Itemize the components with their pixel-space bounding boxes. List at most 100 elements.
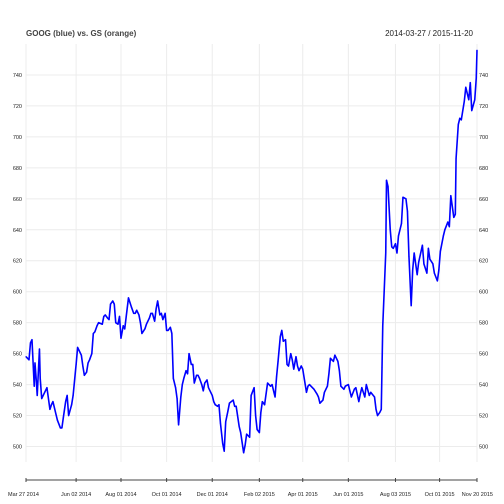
data-point [80, 354, 82, 356]
data-point [266, 382, 269, 384]
data-point [141, 332, 143, 335]
data-point [459, 117, 461, 119]
data-point [218, 404, 220, 406]
data-point [368, 394, 370, 397]
data-point [235, 405, 237, 407]
data-point [286, 363, 288, 366]
data-point [94, 331, 96, 333]
data-point [198, 377, 201, 379]
data-point [214, 404, 216, 406]
data-point [243, 452, 245, 454]
data-point [213, 401, 215, 403]
data-point [416, 274, 418, 276]
data-point [412, 269, 414, 271]
data-point [332, 360, 334, 362]
data-point [364, 396, 366, 398]
data-point [185, 370, 187, 372]
data-point [78, 349, 80, 352]
data-point [450, 195, 452, 197]
data-point [83, 374, 85, 376]
data-point [109, 303, 112, 305]
data-point [82, 365, 84, 367]
y-tick-label-right: 560 [479, 352, 488, 358]
data-point [193, 382, 195, 384]
data-point [418, 261, 420, 263]
data-point [391, 246, 393, 248]
data-point [275, 376, 278, 378]
x-tick-label: Mar 27 2014 [8, 492, 39, 498]
data-point [284, 339, 287, 341]
data-point [322, 399, 324, 401]
data-point [234, 405, 236, 407]
x-tick-label: Aug 03 2015 [380, 492, 411, 498]
data-point [258, 431, 260, 434]
data-point [228, 402, 231, 404]
data-point [373, 396, 376, 398]
data-point [413, 252, 415, 254]
data-point [127, 297, 130, 299]
data-point [244, 444, 246, 446]
x-tick-label: Feb 02 2015 [244, 492, 275, 498]
data-point [427, 247, 429, 249]
data-point [375, 408, 377, 410]
data-point [382, 325, 384, 327]
data-point [385, 252, 387, 254]
y-tick-label-left: 680 [13, 166, 22, 172]
data-point [447, 221, 449, 223]
data-point [176, 397, 178, 400]
data-point [392, 247, 394, 249]
y-tick-label-left: 560 [13, 352, 22, 358]
data-point [115, 322, 117, 324]
data-point [169, 326, 171, 328]
data-point [216, 405, 219, 407]
y-tick-label-right: 600 [479, 290, 488, 296]
data-point [279, 336, 281, 338]
data-point [166, 329, 168, 332]
data-point [295, 356, 297, 358]
data-point [370, 391, 372, 393]
data-point [133, 312, 135, 314]
data-point [469, 82, 471, 84]
data-point [183, 377, 185, 379]
data-point [120, 337, 122, 339]
data-point [426, 272, 428, 274]
data-point [326, 385, 329, 387]
data-point [159, 314, 161, 316]
data-point [471, 109, 473, 112]
data-point [188, 353, 190, 355]
chart-title: GOOG (blue) vs. GS (orange) [26, 29, 137, 38]
data-point [162, 318, 164, 321]
data-point [202, 390, 204, 392]
data-point [174, 387, 177, 389]
data-point [255, 414, 257, 417]
x-tick-label: Oct 01 2014 [152, 492, 182, 498]
data-point [474, 99, 476, 101]
data-point [269, 385, 272, 387]
series-group [25, 49, 478, 454]
data-point [55, 413, 57, 415]
data-point [122, 325, 124, 327]
data-point [49, 408, 51, 410]
data-point [96, 325, 98, 327]
data-point [385, 179, 388, 181]
y-tick-label-right: 520 [479, 414, 488, 420]
data-point [172, 377, 174, 379]
y-tick-label-left: 580 [13, 321, 22, 327]
y-tick-label-left: 500 [13, 445, 22, 451]
data-point [323, 391, 326, 393]
data-point [155, 308, 157, 310]
data-point [138, 314, 140, 316]
data-point [160, 312, 162, 314]
data-point [319, 402, 321, 404]
data-point [223, 450, 225, 452]
y-tick-label-right: 540 [479, 383, 488, 389]
data-point [282, 340, 284, 342]
data-point [195, 374, 198, 376]
data-point [249, 436, 251, 438]
data-point [381, 366, 383, 369]
data-point [77, 346, 79, 349]
data-point [206, 379, 208, 381]
data-point [400, 222, 403, 225]
y-tick-label-left: 720 [13, 104, 22, 110]
data-point [192, 363, 194, 366]
